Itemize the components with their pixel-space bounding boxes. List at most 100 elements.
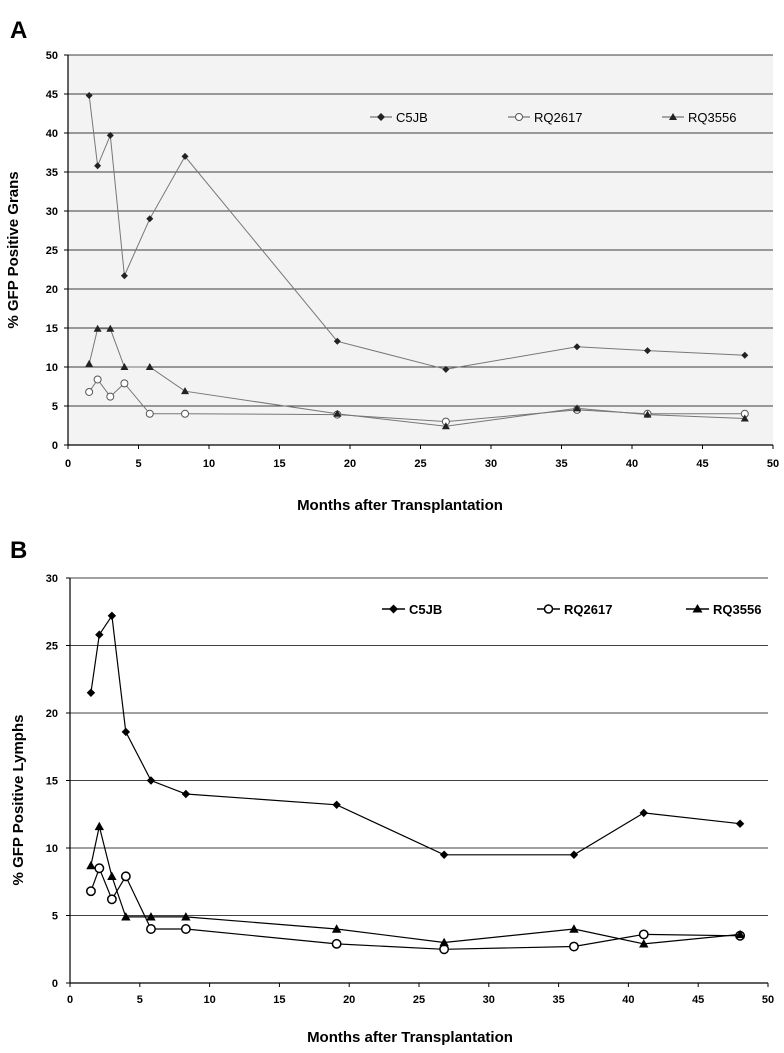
data-point-rq2617 [439,944,450,955]
y-tick-label: 25 [46,245,58,257]
data-point-rq3556 [569,924,579,933]
y-tick-label: 5 [52,401,58,413]
x-ticks-a: 0 5 10 15 20 25 30 35 40 45 50 [65,445,779,470]
data-point-rq2617 [106,392,115,401]
panel-label-b: B [10,537,27,564]
data-point-c5jb [639,808,648,818]
data-point-rq2617 [180,924,191,934]
x-axis-title-b: Months after Transplantation [307,1029,513,1046]
x-tick-label: 20 [343,994,355,1006]
y-tick-label: 5 [52,911,58,923]
y-tick-label: 25 [46,641,58,653]
series-rq3556-b [86,821,745,948]
data-point-rq3556 [639,939,649,948]
x-tick-label: 50 [762,994,774,1006]
data-point-c5jb [146,776,156,785]
series-layer-b [85,611,746,955]
x-tick-label: 40 [622,994,634,1006]
data-point-rq2617 [146,924,156,934]
data-point-rq2617 [638,929,649,940]
data-point-c5jb [741,351,749,359]
panel-label-a: A [10,17,27,44]
x-tick-label: 50 [767,458,779,470]
series-rq3556-a [85,324,749,430]
data-point-rq3556 [107,871,117,881]
x-tick-label: 10 [203,994,215,1006]
y-tick-label: 45 [46,89,58,101]
data-point-rq3556 [735,929,745,939]
y-tick-label: 0 [52,978,58,990]
data-point-rq2617 [331,938,342,949]
data-point-c5jb [86,688,96,697]
y-tick-label: 35 [46,167,58,179]
legend-item-c5jb: C5JB [370,110,428,125]
data-point-c5jb [146,215,154,223]
series-line-c5jb [90,614,741,856]
legend-label-rq2617: RQ2617 [564,602,612,617]
legend-label-rq3556: RQ3556 [688,110,736,125]
legend-item-c5jb: C5JB [382,602,442,617]
panel-b: B Months after Transplantation % GFP Pos… [10,537,774,1046]
x-tick-label: 35 [555,458,567,470]
data-point-rq2617 [569,941,579,952]
data-point-rq3556 [181,912,191,921]
x-axis-title-a: Months after Transplantation [297,497,503,514]
data-point-rq3556 [331,924,342,933]
x-tick-label: 30 [485,458,497,470]
data-point-c5jb [94,162,102,170]
x-tick-label: 0 [67,994,73,1006]
legend-item-rq3556: RQ3556 [686,602,761,617]
diamond-marker-icon [389,604,398,614]
y-ticks-a: 0 5 10 15 20 25 30 35 40 45 50 [46,50,68,452]
data-point-rq2617 [93,375,102,384]
data-point-c5jb [442,365,450,373]
data-point-rq3556 [121,912,131,921]
y-tick-label: 0 [52,440,58,452]
circle-marker-icon [543,604,554,614]
data-point-rq3556 [146,912,156,921]
data-point-c5jb [85,92,93,100]
circle-marker-icon [515,113,523,121]
data-point-rq2617 [145,409,154,418]
gridlines-b [70,577,768,916]
data-point-rq2617 [85,387,94,396]
y-tick-label: 30 [46,206,58,218]
legend-label-rq3556: RQ3556 [713,602,761,617]
legend-label-rq2617: RQ2617 [534,110,582,125]
series-c5jb-a [85,92,749,373]
y-tick-label: 10 [46,843,58,855]
series-layer-a [85,92,749,430]
x-tick-label: 25 [413,994,425,1006]
data-point-c5jb [95,630,104,639]
legend-b: C5JB RQ2617 RQ3556 [382,602,761,617]
x-tick-label: 5 [137,994,143,1006]
y-ticks-b: 0 5 10 15 20 25 30 [46,573,70,990]
x-tick-label: 45 [696,458,708,470]
data-point-rq3556 [181,387,190,395]
x-tick-label: 15 [273,994,285,1006]
data-point-rq3556 [120,363,129,370]
data-point-rq3556 [85,359,94,367]
x-tick-label: 25 [414,458,426,470]
data-point-rq3556 [573,404,582,412]
data-point-rq3556 [439,937,449,947]
data-point-rq2617 [181,409,190,418]
triangle-marker-icon [669,113,677,120]
data-point-c5jb [333,337,341,345]
y-tick-label: 15 [46,323,58,335]
data-point-rq2617 [94,863,105,874]
legend-label-c5jb: C5JB [396,110,428,125]
x-tick-label: 20 [344,458,356,470]
data-point-c5jb [120,272,128,280]
data-point-rq3556 [441,422,450,430]
legend-item-rq3556: RQ3556 [662,110,736,125]
x-ticks-b: 0 5 10 15 20 25 30 35 40 45 50 [67,983,774,1006]
legend-item-rq2617: RQ2617 [508,110,582,125]
data-point-rq3556 [86,860,96,870]
series-rq2617-b [85,863,746,955]
data-point-rq3556 [93,324,102,332]
data-point-rq2617 [120,379,129,388]
x-tick-label: 45 [692,994,704,1006]
y-axis-title-a: % GFP Positive Grans [5,171,22,328]
